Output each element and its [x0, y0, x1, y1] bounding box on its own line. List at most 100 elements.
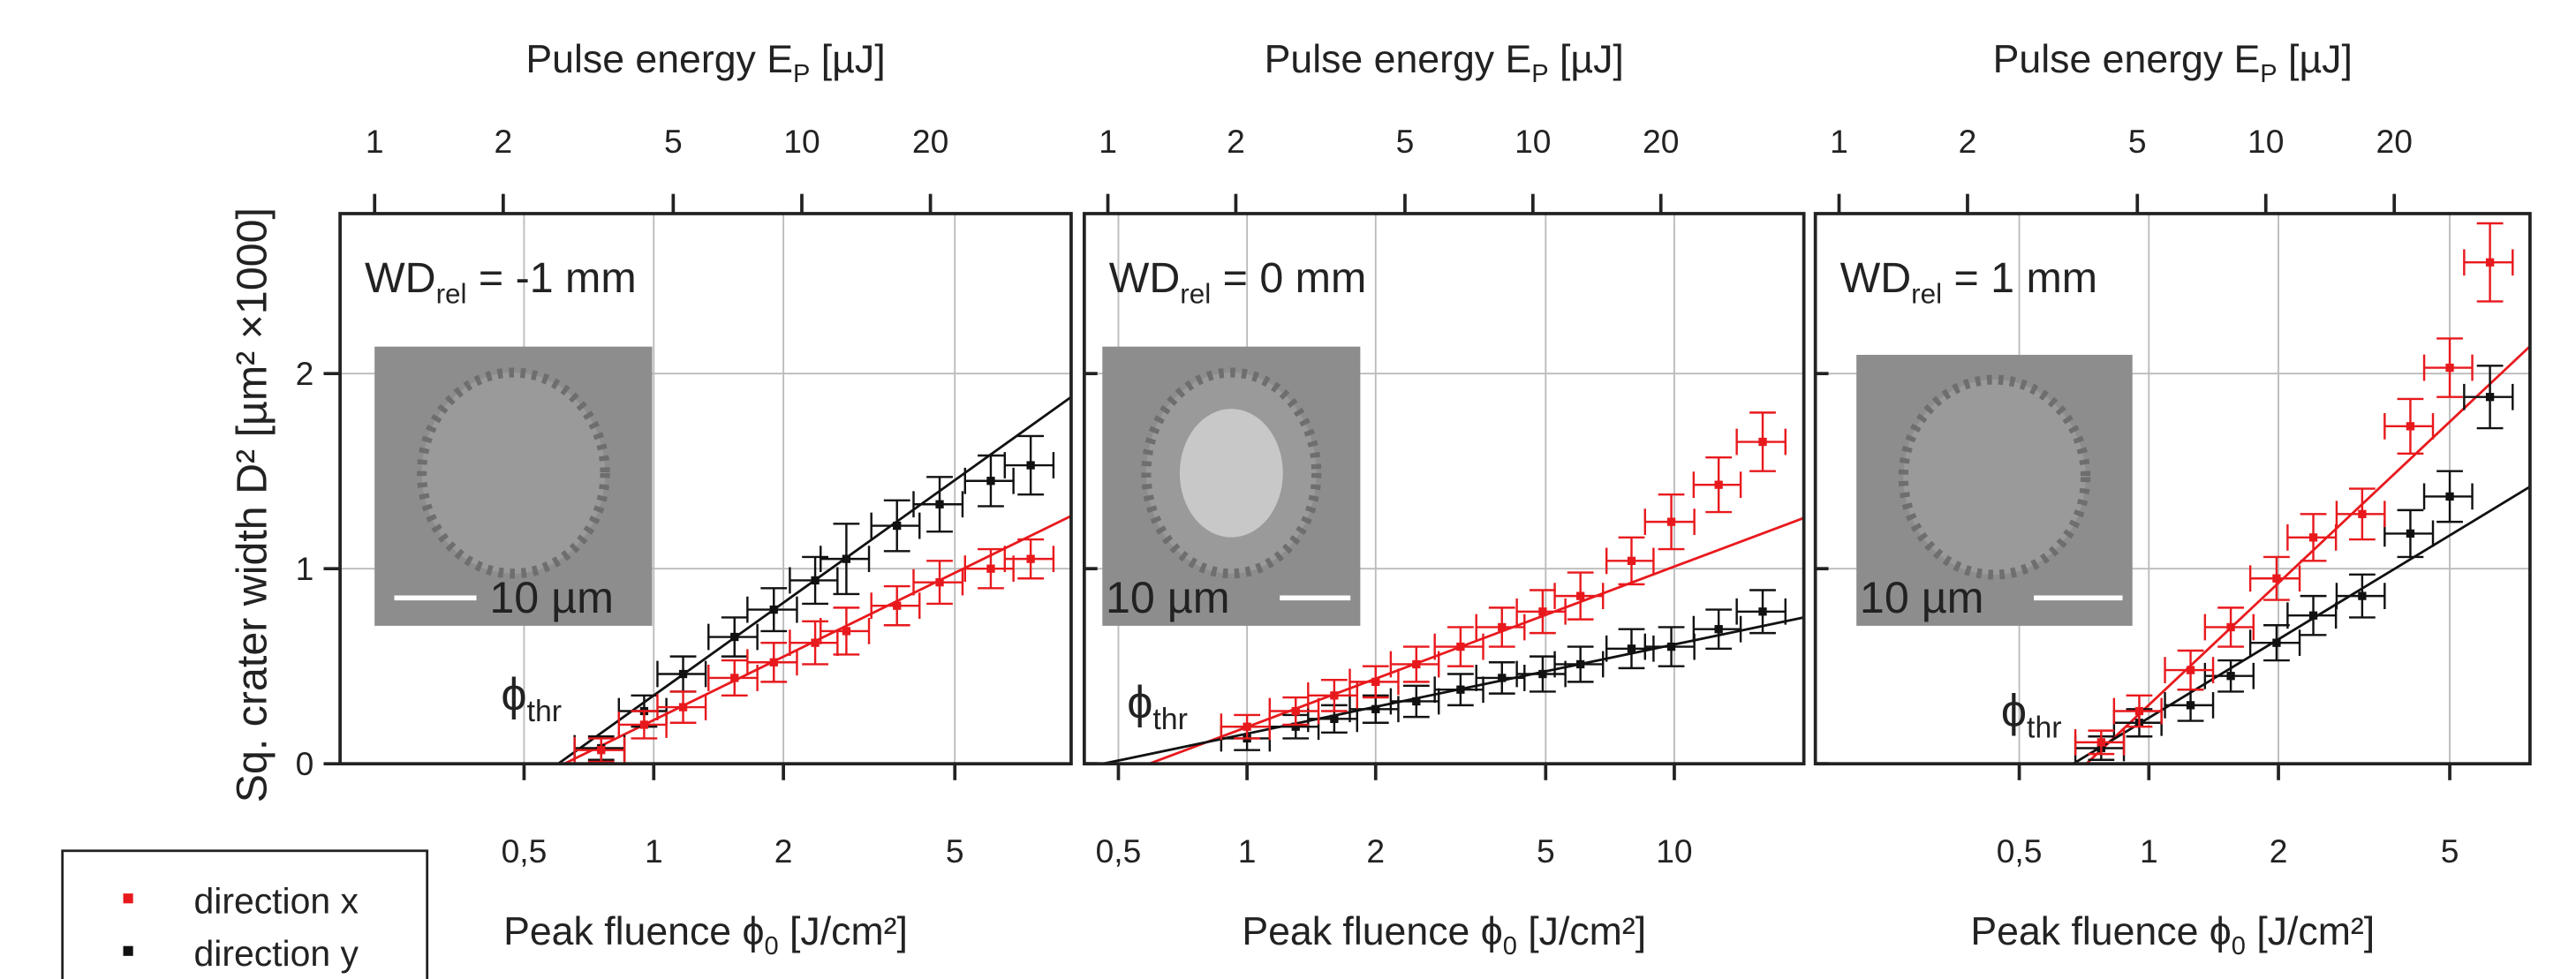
- x-tick-label: 1: [645, 832, 663, 870]
- data-point: [1291, 706, 1300, 716]
- scale-bar-label: 10 µm: [489, 573, 614, 622]
- data-point: [1498, 622, 1507, 632]
- fit-line: [2085, 345, 2531, 765]
- x-tick-label: 0,5: [502, 832, 548, 870]
- data-point: [2445, 492, 2454, 501]
- data-point: [986, 477, 995, 486]
- data-point: [1538, 669, 1547, 679]
- plot-frame: [338, 212, 1073, 766]
- data-point: [2308, 611, 2318, 620]
- inset-crater: [1898, 374, 2091, 580]
- x2-tick-label: 20: [1643, 123, 1679, 160]
- panel-annotation-sub: rel: [1911, 278, 1942, 309]
- data-point: [730, 632, 739, 642]
- inset-center: [1179, 409, 1283, 538]
- data-point: [2406, 529, 2415, 538]
- data-point: [2445, 363, 2454, 373]
- x-tick-label: 0,5: [1096, 832, 1142, 870]
- data-point: [1576, 591, 1585, 600]
- bottom-axis-title-main: Peak fluence ϕ: [1970, 910, 2231, 953]
- x-tick-label: 1: [1238, 832, 1257, 870]
- x-tick-label: 5: [946, 832, 964, 870]
- y-tick-label: 1: [296, 550, 314, 587]
- data-point: [1714, 480, 1723, 489]
- x2-tick-label: 1: [1830, 123, 1848, 160]
- data-point: [1758, 437, 1767, 447]
- fit-line: [2072, 486, 2531, 765]
- data-point: [1666, 642, 1676, 651]
- data-point: [678, 703, 688, 712]
- x2-tick-label: 10: [2247, 123, 2284, 160]
- data-point: [1456, 685, 1465, 694]
- data-point: [811, 638, 820, 647]
- data-point: [1243, 722, 1251, 731]
- x-tick-label: 2: [1366, 832, 1385, 870]
- scale-bar-label: 10 µm: [1860, 573, 1984, 622]
- panel-annotation-main: WD: [1840, 254, 1912, 302]
- top-axis-title-main: Pulse energy E: [525, 38, 793, 81]
- top-axis-title-sub: P: [1531, 60, 1548, 88]
- bottom-axis-title-sub: 0: [765, 932, 779, 960]
- data-point: [1498, 674, 1507, 682]
- data-point: [1371, 704, 1380, 713]
- panel-annotation: WDrel = 1 mm: [1840, 254, 2098, 309]
- top-axis-title: Pulse energy EP [µJ]: [1265, 38, 1624, 88]
- x2-tick-label: 5: [664, 123, 683, 160]
- panel-annotation-suffix: = -1 mm: [466, 254, 636, 302]
- x-tick-label: 5: [1537, 832, 1555, 870]
- data-point: [1538, 607, 1547, 616]
- plot-frame: [1082, 212, 1806, 766]
- panel-annotation-suffix: = 0 mm: [1211, 254, 1366, 302]
- top-axis-title: Pulse energy EP [µJ]: [525, 38, 885, 88]
- x-tick-label: 5: [2441, 832, 2459, 870]
- data-point: [1576, 659, 1585, 669]
- data-point: [842, 554, 851, 563]
- x2-tick-label: 2: [1227, 123, 1245, 160]
- data-point: [639, 720, 649, 729]
- panel-annotation: WDrel = 0 mm: [1109, 254, 1367, 309]
- data-point: [2226, 672, 2235, 681]
- data-point: [1714, 625, 1723, 634]
- data-point: [1758, 607, 1767, 616]
- data-point: [2358, 591, 2367, 600]
- bottom-axis-title-main: Peak fluence ϕ: [503, 910, 764, 953]
- data-point: [935, 577, 944, 587]
- bottom-axis-title: Peak fluence ϕ0 [J/cm²]: [1970, 910, 2375, 960]
- top-axis-title-sub: P: [793, 60, 810, 88]
- data-point: [1291, 722, 1300, 731]
- data-point: [842, 627, 851, 636]
- data-point: [1666, 517, 1676, 526]
- x2-tick-label: 5: [2128, 123, 2147, 160]
- data-point: [1412, 697, 1421, 706]
- threshold-label-main: ϕ: [1127, 677, 1152, 728]
- x2-tick-label: 10: [1515, 123, 1551, 160]
- threshold-label-sub: thr: [527, 695, 563, 728]
- legend-label: direction x: [194, 880, 359, 921]
- data-point: [1456, 642, 1465, 651]
- x2-tick-label: 1: [1099, 123, 1117, 160]
- legend-label: direction y: [194, 933, 359, 974]
- data-point: [2226, 622, 2235, 632]
- data-point: [2485, 393, 2495, 402]
- data-point: [769, 605, 778, 614]
- top-axis-title-suffix: [µJ]: [2278, 38, 2353, 81]
- data-point: [986, 564, 995, 573]
- data-point: [1026, 554, 1035, 563]
- data-point: [2096, 738, 2106, 747]
- top-axis-title-main: Pulse energy E: [1993, 38, 2261, 81]
- top-axis-title: Pulse energy EP [µJ]: [1993, 38, 2353, 88]
- top-axis-title-main: Pulse energy E: [1265, 38, 1532, 81]
- threshold-label-main: ϕ: [2001, 685, 2027, 736]
- legend-marker: [123, 945, 133, 956]
- data-point: [2308, 533, 2318, 542]
- x2-tick-label: 2: [1959, 123, 1977, 160]
- threshold-label-sub: thr: [1152, 703, 1188, 736]
- data-point: [678, 669, 688, 679]
- data-point: [730, 674, 739, 682]
- inset-crater: [417, 367, 610, 579]
- x2-tick-label: 20: [912, 123, 948, 160]
- data-point: [597, 746, 606, 755]
- bottom-axis-title-sub: 0: [1503, 932, 1517, 960]
- x2-tick-label: 2: [495, 123, 513, 160]
- data-point: [935, 500, 944, 508]
